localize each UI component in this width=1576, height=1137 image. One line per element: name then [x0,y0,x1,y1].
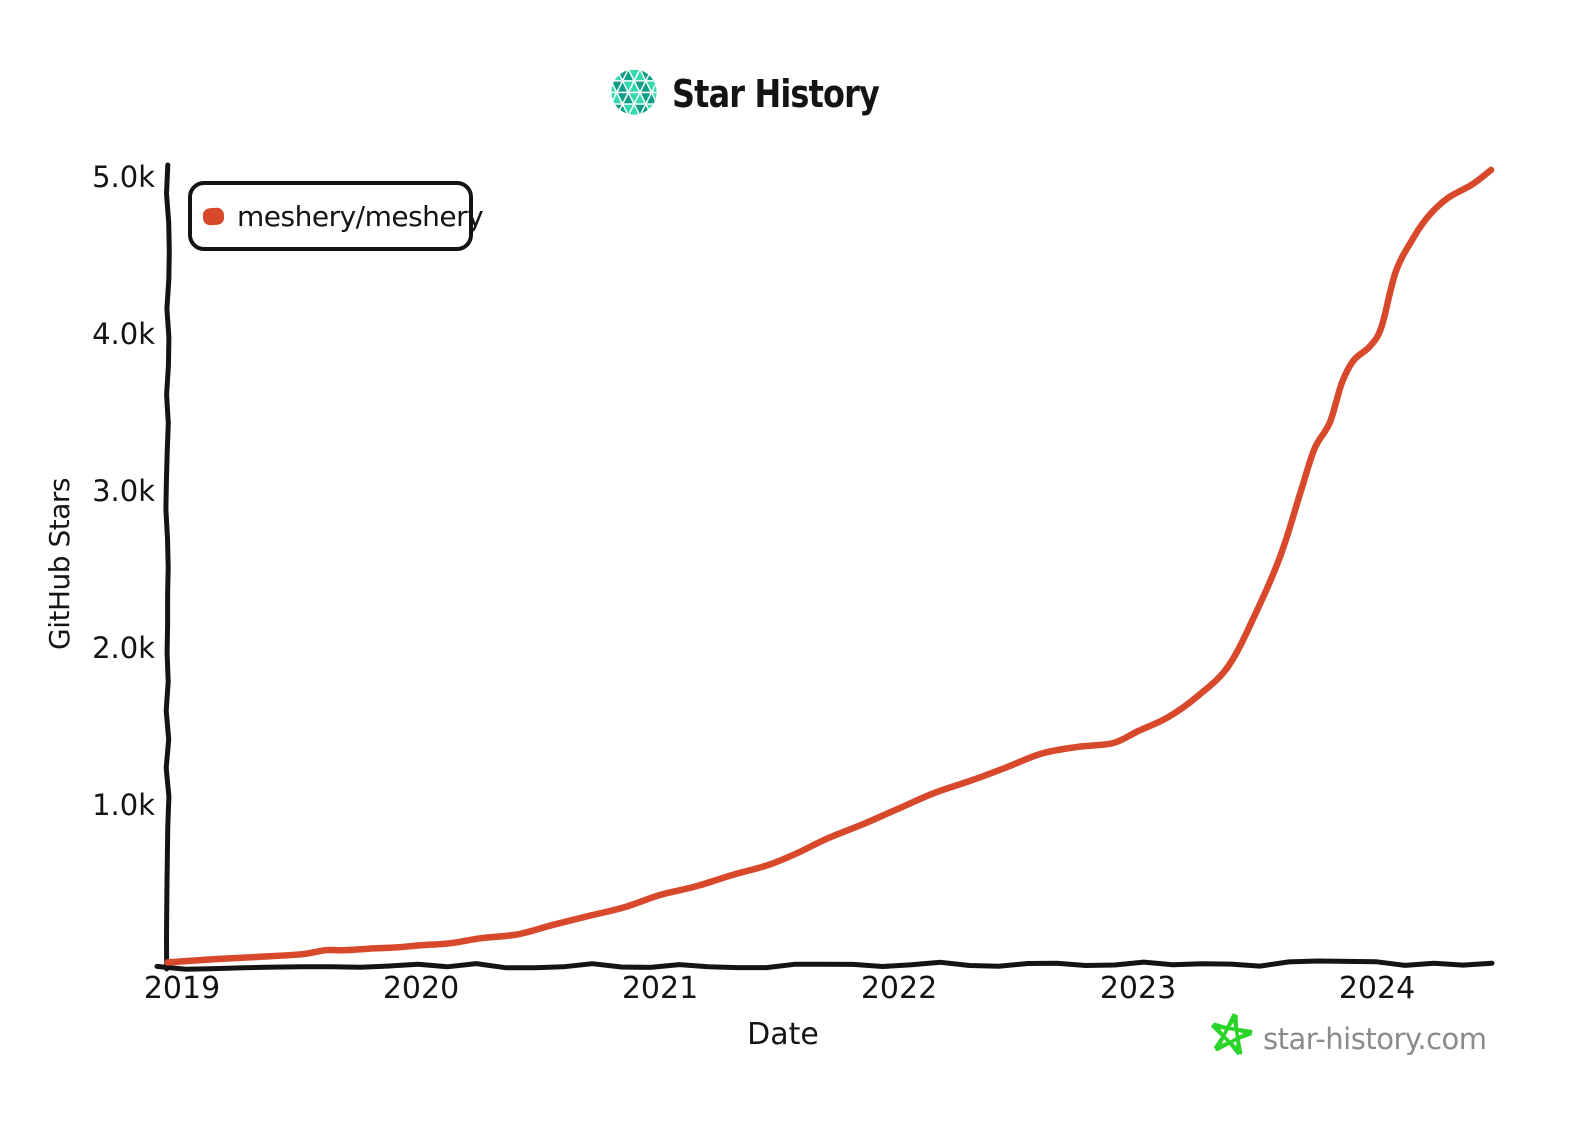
star-history-logo-icon [611,69,657,115]
x-axis-tick-label: 2020 [382,971,460,1006]
x-axis-tick-label: 2023 [1099,971,1177,1006]
y-axis-tick-label: 3.0k [92,474,155,508]
legend-item[interactable]: meshery/meshery [202,199,484,233]
watermark-link[interactable]: star-history.com [1263,1022,1487,1056]
y-axis-line [163,162,172,972]
x-axis-tick-label: 2021 [621,971,699,1006]
chart-title: Star History [672,72,880,116]
legend-series-marker [202,206,225,226]
y-axis-tick-label: 5.0k [92,160,155,194]
y-axis-title: GitHub Stars [43,478,76,650]
x-axis-tick-label: 2019 [143,971,221,1006]
x-axis-title: Date [747,1017,819,1052]
legend-series-label: meshery/meshery [237,199,484,233]
x-axis-tick-label: 2024 [1338,971,1416,1006]
watermark-star-icon [1211,1013,1253,1056]
y-axis-tick-label: 1.0k [92,788,155,822]
legend-box: meshery/meshery [188,181,484,251]
series-line-meshery-meshery [164,166,1495,966]
y-axis-tick-label: 4.0k [92,317,155,351]
x-axis-tick-label: 2022 [860,971,938,1006]
x-axis-line [154,958,1495,972]
y-axis-tick-label: 2.0k [92,631,155,665]
